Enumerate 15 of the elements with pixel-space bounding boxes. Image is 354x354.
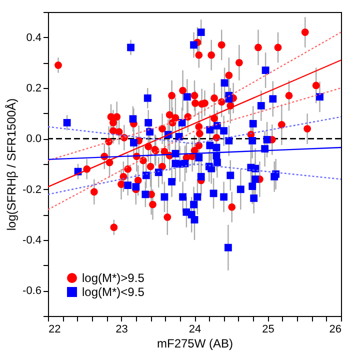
y-tick-label: -0.6 (22, 285, 42, 298)
x-tick-label: 23 (116, 324, 128, 336)
x-tick-label: 26 (329, 324, 342, 336)
x-axis-title: mF275W (AB) (156, 336, 234, 350)
x-tick-label: 24 (188, 324, 202, 336)
legend-label: log(M*)<9.5 (82, 285, 145, 299)
x-tick-label: 22 (48, 324, 61, 336)
legend-label: log(M*)>9.5 (82, 271, 145, 285)
y-tick-label: -0.4 (22, 234, 42, 246)
x-tick-label: 25 (262, 324, 274, 336)
y-axis-title: log(SFRHβ / SFR1500Å) (4, 98, 19, 231)
y-tick-label: 0.0 (26, 133, 42, 146)
y-tick-label: -0.2 (22, 184, 42, 196)
y-tick-label: 0.2 (26, 82, 42, 94)
y-tick-label: 0.4 (26, 32, 42, 44)
